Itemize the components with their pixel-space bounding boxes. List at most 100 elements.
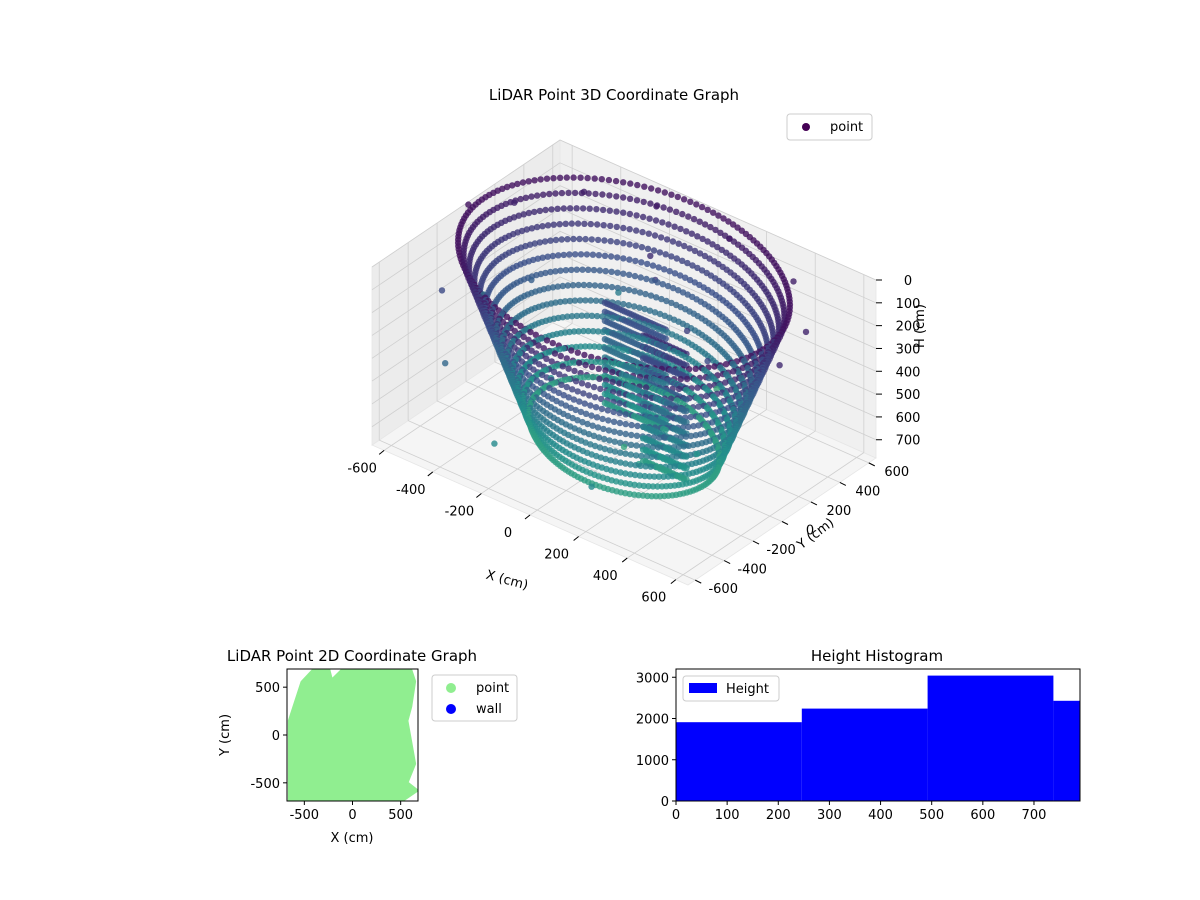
point-3d (558, 236, 565, 243)
point-3d (547, 268, 554, 276)
point-3d (584, 382, 592, 389)
point-3d (711, 363, 718, 370)
legend-2d-label-wall: wall (476, 702, 502, 717)
point-3d (582, 343, 589, 350)
point-3d (574, 349, 581, 356)
histogram-bar (801, 708, 928, 801)
point-3d (543, 337, 551, 344)
chart-2d-title: LiDAR Point 2D Coordinate Graph (227, 647, 477, 665)
point-3d (611, 428, 618, 435)
point-3d (683, 453, 690, 460)
point-3d (650, 247, 658, 254)
point-3d (653, 294, 660, 301)
point-3d (585, 430, 593, 438)
point-3d (531, 177, 538, 184)
point-3d (647, 252, 654, 260)
point-3d (586, 205, 593, 212)
point-3d (634, 181, 641, 189)
point-3d (617, 439, 624, 446)
point-3d (620, 270, 627, 277)
point-3d (722, 379, 729, 386)
point-3d (696, 250, 704, 257)
point-3d (648, 185, 655, 192)
point-3d (601, 435, 608, 443)
point-3d (577, 251, 585, 258)
point-3d (588, 363, 596, 371)
point-3d (671, 223, 678, 230)
point-3d (554, 205, 561, 212)
point-3d (682, 274, 689, 281)
point-3d (649, 443, 657, 451)
point-3d (580, 281, 588, 289)
point-3d (683, 327, 691, 335)
point-3d (707, 223, 714, 231)
point-3d (677, 433, 685, 441)
point-3d (635, 334, 642, 342)
point-3d (586, 343, 593, 350)
z-gridline-left (371, 230, 561, 359)
point-3d (651, 473, 658, 480)
point-3d (675, 240, 682, 247)
point-3d (590, 328, 597, 335)
histogram-y-tick-label: 3000 (636, 671, 669, 686)
point-3d (683, 407, 690, 415)
point-3d (573, 312, 581, 320)
point-3d (605, 417, 612, 424)
point-3d (540, 345, 547, 352)
point-3d (563, 383, 570, 391)
point-3d (717, 229, 724, 236)
point-3d (658, 483, 666, 490)
point-3d (614, 284, 621, 292)
point-3d (582, 235, 589, 243)
point-3d (552, 236, 560, 244)
point-3d (673, 255, 680, 262)
y-tick-label-3d: -200 (766, 543, 796, 558)
point-3d (579, 418, 586, 426)
point-3d (628, 431, 635, 439)
point-3d (556, 174, 564, 181)
point-3d (666, 268, 673, 275)
x-tick-label-2d: -500 (290, 808, 320, 823)
point-3d (547, 237, 554, 244)
point-3d (528, 347, 535, 354)
legend-3d-frame (786, 113, 873, 141)
point-3d (520, 211, 527, 218)
point-3d (620, 346, 627, 353)
point-3d (694, 384, 701, 391)
point-3d (592, 190, 599, 198)
point-3d (548, 206, 555, 213)
point-3d (588, 312, 596, 319)
point-3d (687, 432, 695, 440)
point-3d (564, 282, 572, 289)
y-tick-label-3d: 600 (884, 465, 909, 480)
point-3d (588, 358, 595, 365)
point-3d (642, 290, 649, 298)
point-3d (509, 182, 516, 189)
point-3d (587, 402, 594, 409)
point-3d (638, 259, 645, 266)
point-3d (691, 247, 699, 255)
point-3d (620, 224, 627, 232)
x-tick-label-3d: 600 (641, 591, 666, 606)
y-tick-3d (781, 521, 789, 525)
histogram-x-tick-label: 600 (970, 808, 995, 823)
point-3d (582, 410, 590, 417)
histogram-x-tick-label: 400 (868, 808, 893, 823)
y-gridline-floor (407, 420, 725, 561)
point-3d (525, 209, 533, 217)
point-3d (652, 493, 660, 500)
point-3d (544, 253, 551, 260)
point-3d (776, 362, 783, 369)
chart-3d-title: LiDAR Point 3D Coordinate Graph (489, 86, 739, 104)
point-3d (542, 206, 549, 214)
point-3d (610, 418, 618, 425)
point-3d (616, 409, 623, 417)
point-3d (576, 398, 583, 405)
point-3d (648, 453, 655, 461)
y-tick-3d (839, 481, 847, 486)
z-tick-label-3d: 500 (896, 388, 921, 403)
point-3d (675, 443, 683, 451)
point-3d (661, 189, 668, 196)
point-3d (669, 238, 677, 245)
point-3d (578, 312, 585, 319)
